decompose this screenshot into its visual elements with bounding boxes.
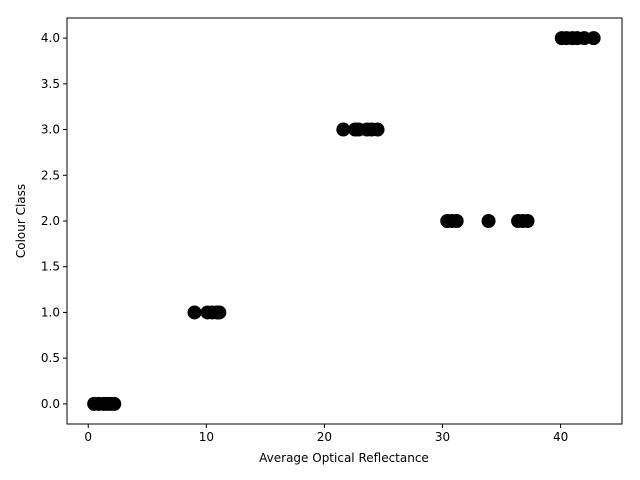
x-axis-label: Average Optical Reflectance <box>259 451 429 465</box>
data-point <box>187 305 202 320</box>
data-point <box>107 396 122 411</box>
x-tick-label: 20 <box>317 430 332 444</box>
data-point <box>520 214 535 228</box>
y-tick-label: 2.5 <box>41 168 60 182</box>
y-tick-label: 3.0 <box>41 123 60 137</box>
data-point <box>370 122 385 137</box>
data-point <box>449 214 464 228</box>
y-axis: 0.0 0.5 1.0 1.5 2.0 2.5 3.0 3.5 4.0 <box>41 31 67 411</box>
y-tick-label: 3.5 <box>41 77 60 91</box>
data-points <box>87 31 601 411</box>
y-tick-label: 0.5 <box>41 351 60 365</box>
data-point <box>336 122 351 137</box>
data-point <box>586 31 601 46</box>
data-point <box>212 305 227 320</box>
plot-frame <box>66 17 623 425</box>
y-tick-label: 1.0 <box>41 305 60 319</box>
x-tick-label: 0 <box>84 430 92 444</box>
x-axis: 0 10 20 30 40 <box>84 424 568 444</box>
y-tick-label: 0.0 <box>41 397 60 411</box>
y-tick-label: 2.0 <box>41 214 60 228</box>
y-tick-label: 4.0 <box>41 31 60 45</box>
x-tick-label: 30 <box>435 430 450 444</box>
data-point <box>481 214 496 228</box>
y-tick-label: 1.5 <box>41 260 60 274</box>
x-tick-label: 10 <box>199 430 214 444</box>
y-axis-label: Colour Class <box>14 184 28 258</box>
x-tick-label: 40 <box>553 430 568 444</box>
